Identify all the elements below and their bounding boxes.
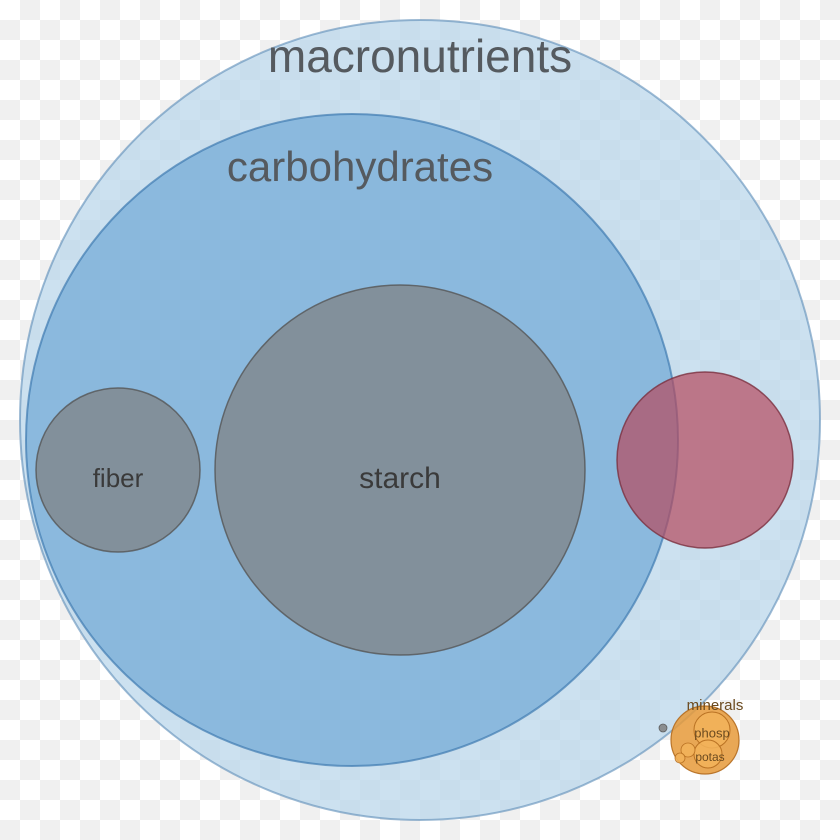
circle-tiny2 (675, 753, 685, 763)
nested-circle-diagram: macronutrients carbohydrates starch fiber mi… (0, 0, 840, 840)
label-fiber: fiber (93, 463, 144, 493)
label-potas: potas (695, 750, 724, 764)
label-starch: starch (359, 462, 441, 495)
label-minerals: minerals (687, 697, 744, 714)
circle-red (617, 372, 793, 548)
label-carbohydrates: carbohydrates (227, 143, 493, 190)
circle-dot (659, 724, 667, 732)
diagram-stage: macronutrients carbohydrates starch fiber mi… (0, 0, 840, 840)
label-macronutrients: macronutrients (268, 30, 572, 82)
label-phosp: phosp (694, 725, 729, 740)
